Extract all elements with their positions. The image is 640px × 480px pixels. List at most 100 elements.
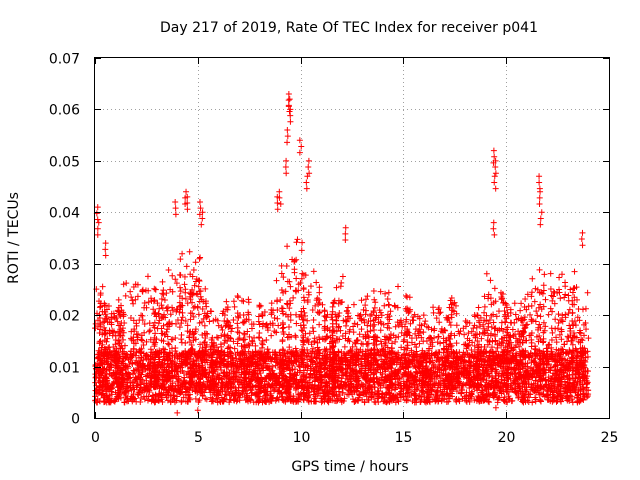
data-point xyxy=(549,308,556,315)
data-point xyxy=(210,398,217,405)
data-point xyxy=(556,331,563,338)
data-point xyxy=(135,330,142,337)
data-point xyxy=(551,289,558,296)
data-point xyxy=(127,351,134,358)
data-point xyxy=(489,356,496,363)
data-point xyxy=(122,355,129,362)
chart-title: Day 217 of 2019, Rate Of TEC Index for r… xyxy=(160,20,538,36)
data-point xyxy=(324,311,331,318)
data-point xyxy=(269,322,276,329)
data-point xyxy=(305,289,312,296)
data-point xyxy=(178,397,185,404)
data-point xyxy=(270,372,277,379)
data-point xyxy=(120,329,127,336)
data-point xyxy=(214,371,221,378)
data-point xyxy=(581,345,588,352)
data-point xyxy=(268,300,275,307)
data-point xyxy=(568,396,575,403)
data-point xyxy=(577,327,584,334)
data-point xyxy=(107,364,114,371)
data-point xyxy=(291,257,298,264)
data-point xyxy=(468,362,475,369)
data-point xyxy=(111,378,118,385)
data-point xyxy=(271,328,278,335)
data-point xyxy=(167,357,174,364)
data-point xyxy=(246,380,253,387)
data-point xyxy=(245,309,252,316)
data-point xyxy=(319,352,326,359)
data-point xyxy=(432,368,439,375)
data-point xyxy=(231,397,238,404)
data-point xyxy=(466,398,473,405)
data-point xyxy=(238,297,245,304)
data-point xyxy=(274,380,281,387)
data-point xyxy=(545,396,552,403)
data-point xyxy=(219,310,226,317)
data-point xyxy=(168,374,175,381)
data-point xyxy=(240,319,247,326)
data-point xyxy=(463,389,470,396)
data-point xyxy=(274,297,281,304)
data-point xyxy=(96,304,103,311)
data-point xyxy=(477,371,484,378)
data-point xyxy=(145,287,152,294)
data-point xyxy=(381,302,388,309)
data-point xyxy=(297,367,304,374)
data-point xyxy=(275,322,282,329)
data-point xyxy=(383,391,390,398)
data-point xyxy=(559,312,566,319)
data-point xyxy=(529,317,536,324)
data-point xyxy=(491,325,498,332)
data-point xyxy=(554,325,561,332)
data-point xyxy=(574,397,581,404)
data-point xyxy=(165,267,172,274)
data-point xyxy=(464,363,471,370)
data-point xyxy=(145,299,152,306)
data-point xyxy=(267,354,274,361)
data-point xyxy=(183,263,190,270)
data-point xyxy=(527,311,534,318)
data-point xyxy=(439,392,446,399)
data-point xyxy=(99,283,106,290)
data-point xyxy=(542,296,549,303)
data-point xyxy=(186,333,193,340)
data-point xyxy=(361,356,368,363)
data-point xyxy=(295,281,302,288)
data-point xyxy=(172,345,179,352)
data-point xyxy=(377,327,384,334)
data-point xyxy=(331,392,338,399)
data-point xyxy=(549,297,556,304)
data-point xyxy=(278,262,285,269)
data-point xyxy=(125,388,132,395)
data-point xyxy=(410,390,417,397)
data-point xyxy=(274,315,281,322)
data-point xyxy=(387,331,394,338)
data-point xyxy=(144,273,151,280)
data-point xyxy=(248,392,255,399)
data-point xyxy=(559,271,566,278)
data-point xyxy=(431,334,438,341)
data-point xyxy=(549,329,556,336)
data-point xyxy=(182,286,189,293)
data-point xyxy=(246,333,253,340)
data-point xyxy=(341,395,348,402)
data-point xyxy=(296,391,303,398)
data-point xyxy=(565,379,572,386)
data-point xyxy=(359,390,366,397)
data-point xyxy=(311,382,318,389)
data-point xyxy=(527,365,534,372)
data-point xyxy=(308,385,315,392)
data-point xyxy=(432,398,439,405)
data-point xyxy=(235,294,242,301)
data-point xyxy=(550,288,557,295)
data-point xyxy=(286,323,293,330)
data-point xyxy=(410,317,417,324)
data-point xyxy=(112,396,119,403)
data-point xyxy=(557,367,564,374)
data-point xyxy=(457,365,464,372)
data-point xyxy=(546,341,553,348)
data-point xyxy=(378,374,385,381)
data-point xyxy=(577,330,584,337)
data-point xyxy=(390,332,397,339)
data-point xyxy=(273,277,280,284)
